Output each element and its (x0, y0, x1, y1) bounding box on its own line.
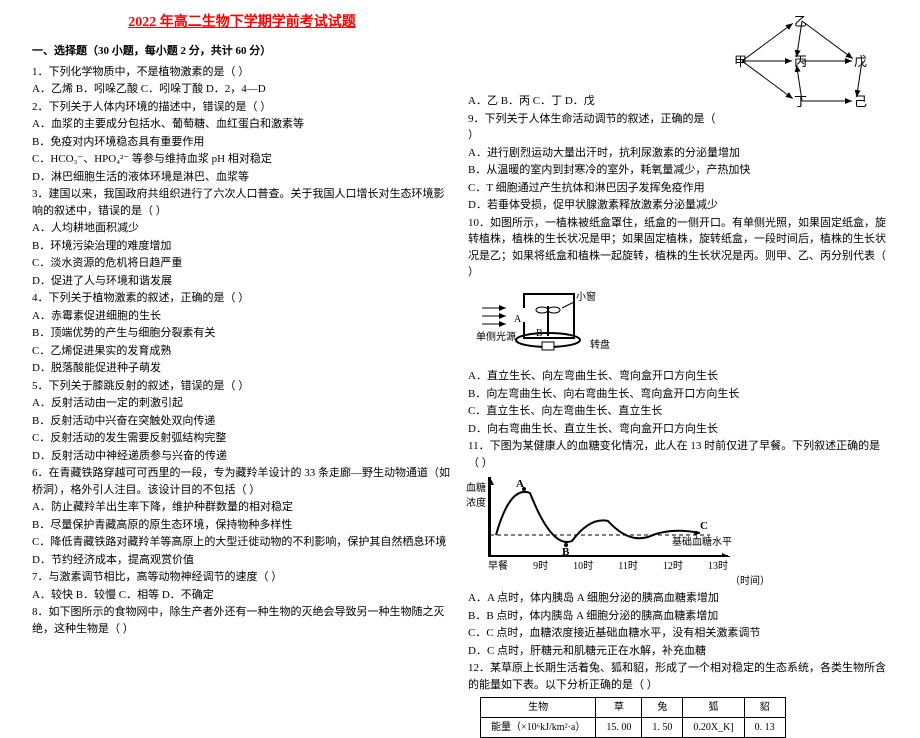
q5-stem: 5．下列关于膝跳反射的叙述，错误的是（ ） (32, 378, 452, 395)
cell-1: 1. 50 (642, 718, 683, 738)
cell-0: 15. 00 (596, 718, 642, 738)
q5-d: D．反射活动中神经递质参与兴奋的传递 (32, 448, 452, 465)
th-1: 草 (596, 698, 642, 718)
svg-text:戊: 戊 (854, 54, 867, 69)
q11-b: B．B 点时，体内胰岛 A 细胞分泌的胰高血糖素增加 (468, 608, 888, 625)
ylabel1: 血糖 (466, 481, 486, 496)
energy-table: 生物 草 兔 狐 貂 能量（×10⁶kJ/km²·a） 15. 00 1. 50… (480, 697, 786, 738)
q6-c: C．降低青藏铁路对藏羚羊等高原上的大型迁徙动物的不利影响，保护其自然栖息环境 (32, 534, 452, 551)
q5-c: C．反射活动的发生需要反射弧结构完整 (32, 430, 452, 447)
q4-a: A．赤霉素促进细胞的生长 (32, 308, 452, 325)
q4-d: D．脱落酸能促进种子萌发 (32, 360, 452, 377)
q1-options: A．乙烯 B．吲哚乙酸 C．吲哚丁酸 D．2，4—D (32, 81, 452, 98)
q9-b: B．从温暖的室内到封寒冷的室外，耗氧量减少，产热加快 (468, 162, 888, 179)
q2-stem: 2．下列关于人体内环境的描述中，错误的是（ ） (32, 99, 452, 116)
exam-title: 2022 年高二生物下学期学前考试试题 (32, 12, 452, 33)
svg-text:丙: 丙 (794, 54, 807, 69)
q10-b: B．向左弯曲生长、向右弯曲生长、弯向盒开口方向生长 (468, 386, 888, 403)
svg-text:A: A (516, 478, 524, 490)
q4-b: B．顶端优势的产生与细胞分裂素有关 (32, 325, 452, 342)
q7-options: A．较快 B．较慢 C．相等 D．不确定 (32, 587, 452, 604)
q11-stem: 11．下图为某健康人的血糖变化情况，此人在 13 时前仅进了早餐。下列叙述正确的… (468, 438, 888, 471)
section-heading: 一、选择题（30 小题，每小题 2 分，共计 60 分） (32, 43, 452, 60)
q6-b: B．尽量保护青藏高原的原生态环境，保持物种多样性 (32, 517, 452, 534)
q3-stem: 3．建国以来，我国政府共组织进行了六次人口普查。关于我国人口增长对生态环境影响的… (32, 186, 452, 219)
row-label: 能量（×10⁶kJ/km²·a） (481, 718, 596, 738)
label-b: B (536, 328, 543, 339)
svg-text:丁: 丁 (794, 94, 807, 109)
label-a: A (514, 314, 522, 325)
q11-d: D．C 点时，肝糖元和肌糖元正在水解，补充血糖 (468, 643, 888, 660)
svg-text:己: 己 (854, 94, 867, 109)
q3-b: B．环境污染治理的难度增加 (32, 238, 452, 255)
q10-stem: 10．如图所示，一植株被纸盒罩住，纸盒的一侧开口。有单侧光照，如果固定纸盒，旋转… (468, 215, 888, 281)
q2-b: B．免疫对内环境稳态具有重要作用 (32, 134, 452, 151)
th-4: 貂 (744, 698, 785, 718)
svg-text:B: B (562, 546, 570, 557)
ylabel2: 浓度 (466, 496, 486, 511)
food-web-diagram: 甲 乙丙丁 戊己 (728, 12, 888, 112)
q6-stem: 6．在青藏铁路穿越可可西里的一段，专为藏羚羊设计的 33 条走廊—野生动物通道（… (32, 465, 452, 498)
q9-d: D．若垂体受损，促甲状腺激素释放激素分泌量减少 (468, 197, 888, 214)
x-tick-labels: 早餐 9时 10时 11时 12时 13时 (488, 559, 728, 574)
th-3: 狐 (683, 698, 744, 718)
q9-stem: 9．下列关于人体生命活动调节的叙述，正确的是（ ） (468, 111, 888, 144)
q1-stem: 1．下列化学物质中，不是植物激素的是（ ） (32, 64, 452, 81)
q10-c: C．直立生长、向左弯曲生长、直立生长 (468, 403, 888, 420)
q2-a: A．血浆的主要成分包括水、葡萄糖、血红蛋白和激素等 (32, 116, 452, 133)
q2-c: C．HCO₃⁻、HPO₄²⁻ 等参与维持血浆 pH 相对稳定 (32, 151, 452, 168)
q5-a: A．反射活动由一定的刺激引起 (32, 395, 452, 412)
cell-2: 0.20X_K] (683, 718, 744, 738)
q8-stem: 8．如下图所示的食物网中，除生产者外还有一种生物的灭绝会导致另一种生物随之灭绝，… (32, 604, 452, 637)
left-column: 2022 年高二生物下学期学前考试试题 一、选择题（30 小题，每小题 2 分，… (24, 12, 460, 638)
q3-a: A．人均耕地面积减少 (32, 220, 452, 237)
q11-a: A．A 点时，体内胰岛 A 细胞分泌的胰高血糖素增加 (468, 590, 888, 607)
table-row: 能量（×10⁶kJ/km²·a） 15. 00 1. 50 0.20X_K] 0… (481, 718, 786, 738)
q9-c: C．T 细胞通过产生抗体和淋巴因子发挥免疫作用 (468, 180, 888, 197)
table-row: 生物 草 兔 狐 貂 (481, 698, 786, 718)
q3-d: D．促进了人与环境和谐发展 (32, 273, 452, 290)
label-disk: 转盘 (590, 338, 610, 351)
label-light: 单侧光源 (476, 330, 516, 343)
q4-c: C．乙烯促进果实的发育成熟 (32, 343, 452, 360)
svg-text:甲: 甲 (734, 54, 747, 69)
q6-d: D．节约经济成本，提高观赏价值 (32, 552, 452, 569)
q7-stem: 7．与激素调节相比，高等动物神经调节的速度（ ） (32, 569, 452, 586)
q10-a: A．直立生长、向左弯曲生长、弯向盒开口方向生长 (468, 368, 888, 385)
q5-b: B．反射活动中兴奋在突触处双向传递 (32, 413, 452, 430)
baseline-label: 基础血糖水平 (672, 535, 732, 550)
q3-c: C．淡水资源的危机将日趋严重 (32, 255, 452, 272)
q11-c: C．C 点时，血糖浓度接近基础血糖水平，没有相关激素调节 (468, 625, 888, 642)
th-0: 生物 (481, 698, 596, 718)
x-axis-name: （时间） (730, 574, 888, 589)
blood-sugar-graph: 血糖 浓度 A B C 基础血糖水平 (468, 477, 888, 589)
q4-stem: 4．下列关于植物激素的叙述，正确的是（ ） (32, 290, 452, 307)
label-window: 小窗 (576, 290, 596, 303)
right-column: 甲乙丙丁戊己 A．乙 B．丙 C．丁 D．戊 9．下列关于人体生命活动调节的叙述… (460, 12, 896, 638)
svg-text:乙: 乙 (794, 14, 807, 29)
svg-text:C: C (700, 520, 708, 532)
q9-a: A．进行剧烈运动大量出汗时，抗利尿激素的分泌量增加 (468, 145, 888, 162)
plant-box-diagram: 单侧光源 A 小窗 B 转盘 (476, 286, 646, 358)
th-2: 兔 (642, 698, 683, 718)
q12-stem: 12．某草原上长期生活着兔、狐和貂，形成了一个相对稳定的生态系统，各类生物所含的… (468, 660, 888, 693)
q6-a: A．防止藏羚羊出生率下降，维护种群数量的相对稳定 (32, 499, 452, 516)
q10-d: D．向右弯曲生长、直立生长、弯向盒开口方向生长 (468, 421, 888, 438)
cell-3: 0. 13 (744, 718, 785, 738)
q2-d: D．淋巴细胞生活的液体环境是淋巴、血浆等 (32, 169, 452, 186)
